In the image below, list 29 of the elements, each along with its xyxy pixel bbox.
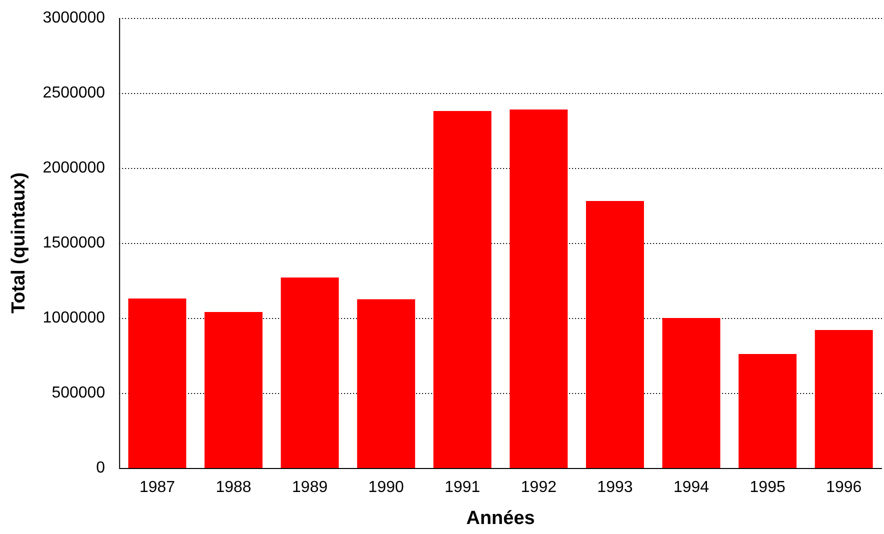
x-tick-label: 1996 [826,479,862,496]
bar [662,318,720,468]
bar [814,330,873,468]
x-axis-title: Années [466,508,535,529]
bar [357,299,416,468]
x-tick-label: 1988 [216,479,252,496]
bar [128,298,186,468]
bar [280,278,339,468]
y-tick-label: 500000 [52,384,106,402]
bar [433,111,492,468]
y-tick-label: 0 [96,459,106,476]
y-tick-label: 1500000 [42,234,106,252]
y-tick-label: 2000000 [42,159,106,176]
y-tick-label: 2500000 [42,84,106,102]
x-tick-label: 1993 [597,479,633,496]
bar [586,201,644,468]
y-tick-label: 1000000 [42,309,106,326]
x-tick-label: 1990 [368,479,404,496]
bar [510,110,568,468]
y-tick-label: 3000000 [42,9,106,26]
x-tick-label: 1992 [520,479,557,496]
bar [204,312,263,468]
x-tick-label: 1994 [673,479,710,496]
bar [738,354,797,468]
y-axis-title: Total (quintaux) [8,172,30,314]
x-tick-label: 1991 [444,479,480,496]
x-tick-label: 1987 [139,479,176,496]
x-tick-label: 1989 [292,479,328,496]
x-tick-label: 1995 [750,479,786,496]
